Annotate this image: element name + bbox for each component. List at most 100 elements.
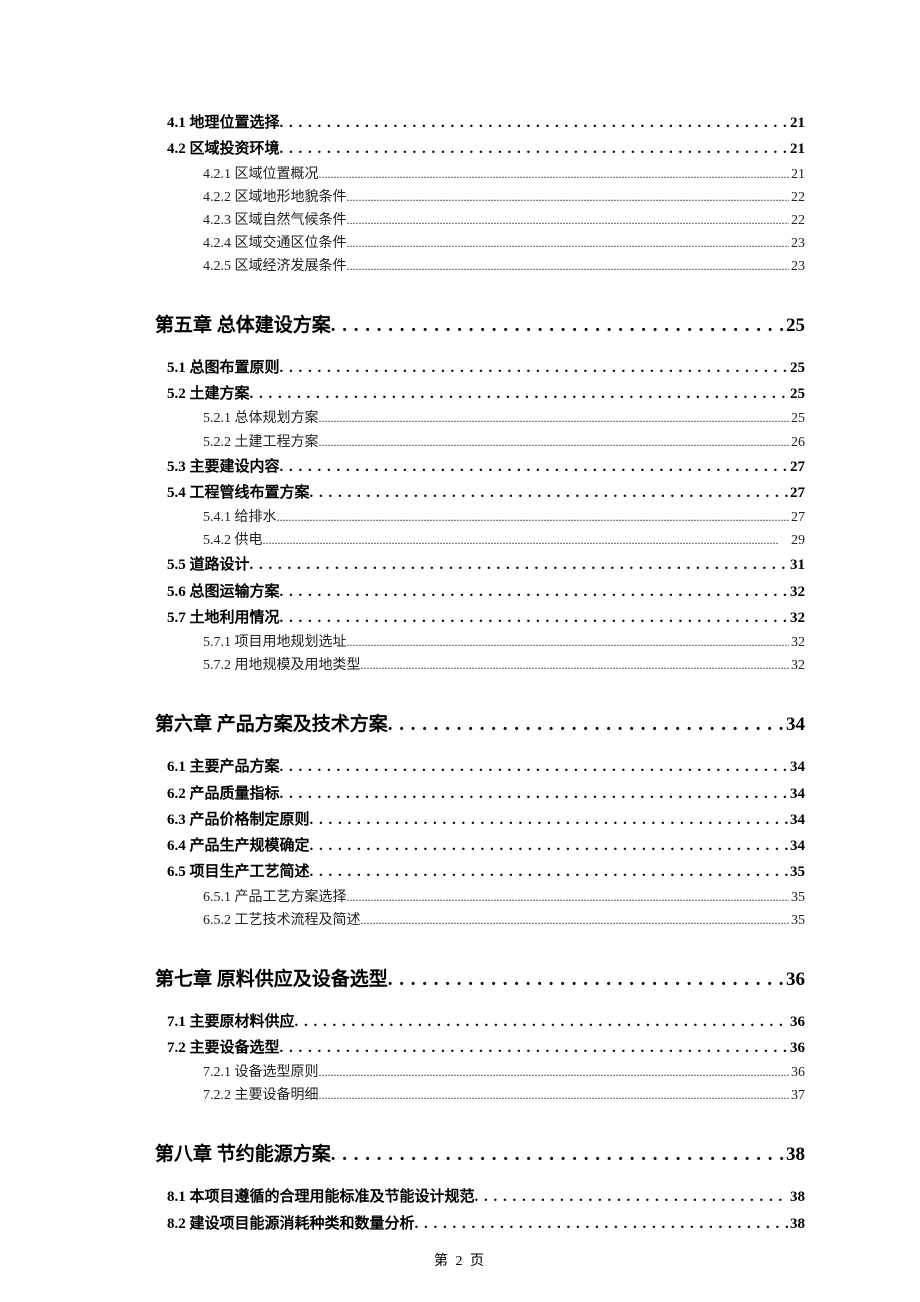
toc-entry-page: 38 [788,1211,805,1237]
toc-entry-page: 35 [789,909,805,932]
toc-entry-label: 4.2.5 区域经济发展条件 [203,255,347,278]
toc-entry-label: 6.5 项目生产工艺简述 [167,859,310,885]
toc-entry-label: 5.6 总图运输方案 [167,579,280,605]
toc-entry-label: 6.2 产品质量指标 [167,781,280,807]
toc-entry: 4.2 区域投资环境 . . . . . . . . . . . . . . .… [167,136,805,162]
toc-leader-dots: . . . . . . . . . . . . . . . . . . . . … [280,781,788,807]
toc-entry: 6.4 产品生产规模确定 . . . . . . . . . . . . . .… [167,833,805,859]
toc-entry-page: 36 [789,1061,805,1084]
toc-leader-dots: . . . . . . . . . . . . . . . . . . . . … [250,552,788,578]
toc-leader-dots: ........................................… [361,911,790,931]
toc-entry: 第五章 总体建设方案 . . . . . . . . . . . . . . .… [155,310,805,337]
toc-entry-page: 21 [789,163,805,186]
toc-entry-label: 7.2 主要设备选型 [167,1035,280,1061]
toc-entry: 8.1 本项目遵循的合理用能标准及节能设计规范 . . . . . . . . … [167,1184,805,1210]
toc-leader-dots: . . . . . . . . . . . . . . . . . . . . … [310,859,788,885]
toc-entry: 第六章 产品方案及技术方案 . . . . . . . . . . . . . … [155,709,805,736]
toc-entry-page: 36 [788,1035,805,1061]
toc-entry-label: 5.2 土建方案 [167,381,250,407]
toc-entry-page: 22 [789,209,805,232]
toc-entry-label: 6.1 主要产品方案 [167,754,280,780]
toc-entry: 7.1 主要原材料供应 . . . . . . . . . . . . . . … [167,1009,805,1035]
toc-entry-page: 32 [788,605,805,631]
toc-entry: 6.5.2 工艺技术流程及简述.........................… [203,909,805,932]
toc-leader-dots: ........................................… [347,234,790,254]
toc-entry: 7.2 主要设备选型 . . . . . . . . . . . . . . .… [167,1035,805,1061]
toc-entry: 6.1 主要产品方案 . . . . . . . . . . . . . . .… [167,754,805,780]
toc-entry-label: 第八章 节约能源方案 [155,1139,331,1166]
toc-entry-label: 6.5.1 产品工艺方案选择 [203,886,347,909]
toc-leader-dots: ........................................… [319,1063,790,1083]
toc-entry-page: 23 [789,255,805,278]
toc-leader-dots: . . . . . . . . . . . . . . . . . . . . … [331,1144,784,1166]
toc-entry-label: 5.3 主要建设内容 [167,454,280,480]
toc-entry: 5.4.2 供电................................… [203,529,805,552]
toc-leader-dots: ........................................… [277,508,790,528]
toc-entry-label: 7.1 主要原材料供应 [167,1009,295,1035]
toc-leader-dots: . . . . . . . . . . . . . . . . . . . . … [280,110,788,136]
toc-leader-dots: ........................................… [361,656,790,676]
toc-entry-page: 22 [789,186,805,209]
toc-entry-page: 37 [789,1084,805,1107]
toc-entry-page: 36 [784,969,805,991]
toc-entry-page: 25 [788,381,805,407]
toc-leader-dots: . . . . . . . . . . . . . . . . . . . . … [250,381,788,407]
toc-entry-label: 5.7.1 项目用地规划选址 [203,631,347,654]
toc-entry: 5.4 工程管线布置方案 . . . . . . . . . . . . . .… [167,480,805,506]
toc-entry-page: 34 [788,781,805,807]
toc-leader-dots: . . . . . . . . . . . . . . . . . . . . … [310,807,788,833]
page-footer: 第 2 页 [0,1250,920,1270]
toc-entry: 4.1 地理位置选择 . . . . . . . . . . . . . . .… [167,110,805,136]
toc-entry: 4.2.4 区域交通区位条件..........................… [203,232,805,255]
toc-entry-page: 29 [789,529,805,552]
toc-entry-page: 31 [788,552,805,578]
toc-entry: 5.2.2 土建工程方案............................… [203,431,805,454]
toc-entry-label: 4.2.2 区域地形地貌条件 [203,186,347,209]
toc-entry-page: 21 [788,136,805,162]
toc-entry: 6.5.1 产品工艺方案选择..........................… [203,886,805,909]
toc-entry-page: 27 [788,480,805,506]
toc-entry: 8.2 建设项目能源消耗种类和数量分析 . . . . . . . . . . … [167,1211,805,1237]
toc-entry: 5.5 道路设计 . . . . . . . . . . . . . . . .… [167,552,805,578]
toc-entry-page: 32 [789,654,805,677]
toc-entry-label: 5.1 总图布置原则 [167,355,280,381]
toc-leader-dots: . . . . . . . . . . . . . . . . . . . . … [331,315,784,337]
toc-entry-label: 5.4.1 给排水 [203,506,277,529]
toc-entry-page: 27 [788,454,805,480]
toc-entry-label: 4.2.1 区域位置概况 [203,163,319,186]
toc-entry: 第七章 原料供应及设备选型 . . . . . . . . . . . . . … [155,964,805,991]
toc-entry-page: 34 [788,754,805,780]
toc-leader-dots: . . . . . . . . . . . . . . . . . . . . … [280,605,788,631]
toc-entry-page: 34 [788,833,805,859]
toc-entry-page: 38 [784,1144,805,1166]
toc-entry: 5.7.1 项目用地规划选址..........................… [203,631,805,654]
toc-leader-dots: . . . . . . . . . . . . . . . . . . . . … [310,480,788,506]
toc-entry-label: 5.7.2 用地规模及用地类型 [203,654,361,677]
toc-leader-dots: . . . . . . . . . . . . . . . . . . . . … [280,136,788,162]
toc-entry-page: 26 [789,431,805,454]
toc-leader-dots: ........................................… [347,188,790,208]
toc-entry-label: 7.2.1 设备选型原则 [203,1061,319,1084]
toc-entry-label: 5.7 土地利用情况 [167,605,280,631]
toc-entry-page: 36 [788,1009,805,1035]
toc-leader-dots: . . . . . . . . . . . . . . . . . . . . … [280,454,788,480]
toc-entry-page: 34 [784,714,805,736]
toc-entry-label: 4.2 区域投资环境 [167,136,280,162]
toc-entry: 6.2 产品质量指标 . . . . . . . . . . . . . . .… [167,781,805,807]
toc-leader-dots: . . . . . . . . . . . . . . . . . . . . … [280,579,788,605]
toc-entry-page: 27 [789,506,805,529]
toc-entry-label: 6.4 产品生产规模确定 [167,833,310,859]
toc-entry: 5.4.1 给排水...............................… [203,506,805,529]
toc-entry-page: 35 [788,859,805,885]
table-of-contents: 4.1 地理位置选择 . . . . . . . . . . . . . . .… [155,110,805,1237]
toc-entry: 5.7 土地利用情况 . . . . . . . . . . . . . . .… [167,605,805,631]
toc-leader-dots: . . . . . . . . . . . . . . . . . . . . … [475,1184,788,1210]
toc-leader-dots: . . . . . . . . . . . . . . . . . . . . … [280,754,788,780]
toc-leader-dots: . . . . . . . . . . . . . . . . . . . . … [415,1211,788,1237]
toc-entry-label: 5.5 道路设计 [167,552,250,578]
toc-leader-dots: . . . . . . . . . . . . . . . . . . . . … [388,714,784,736]
toc-entry-label: 第七章 原料供应及设备选型 [155,964,388,991]
toc-leader-dots: ........................................… [319,409,790,429]
toc-leader-dots: . . . . . . . . . . . . . . . . . . . . … [280,1035,788,1061]
toc-entry-label: 第五章 总体建设方案 [155,310,331,337]
